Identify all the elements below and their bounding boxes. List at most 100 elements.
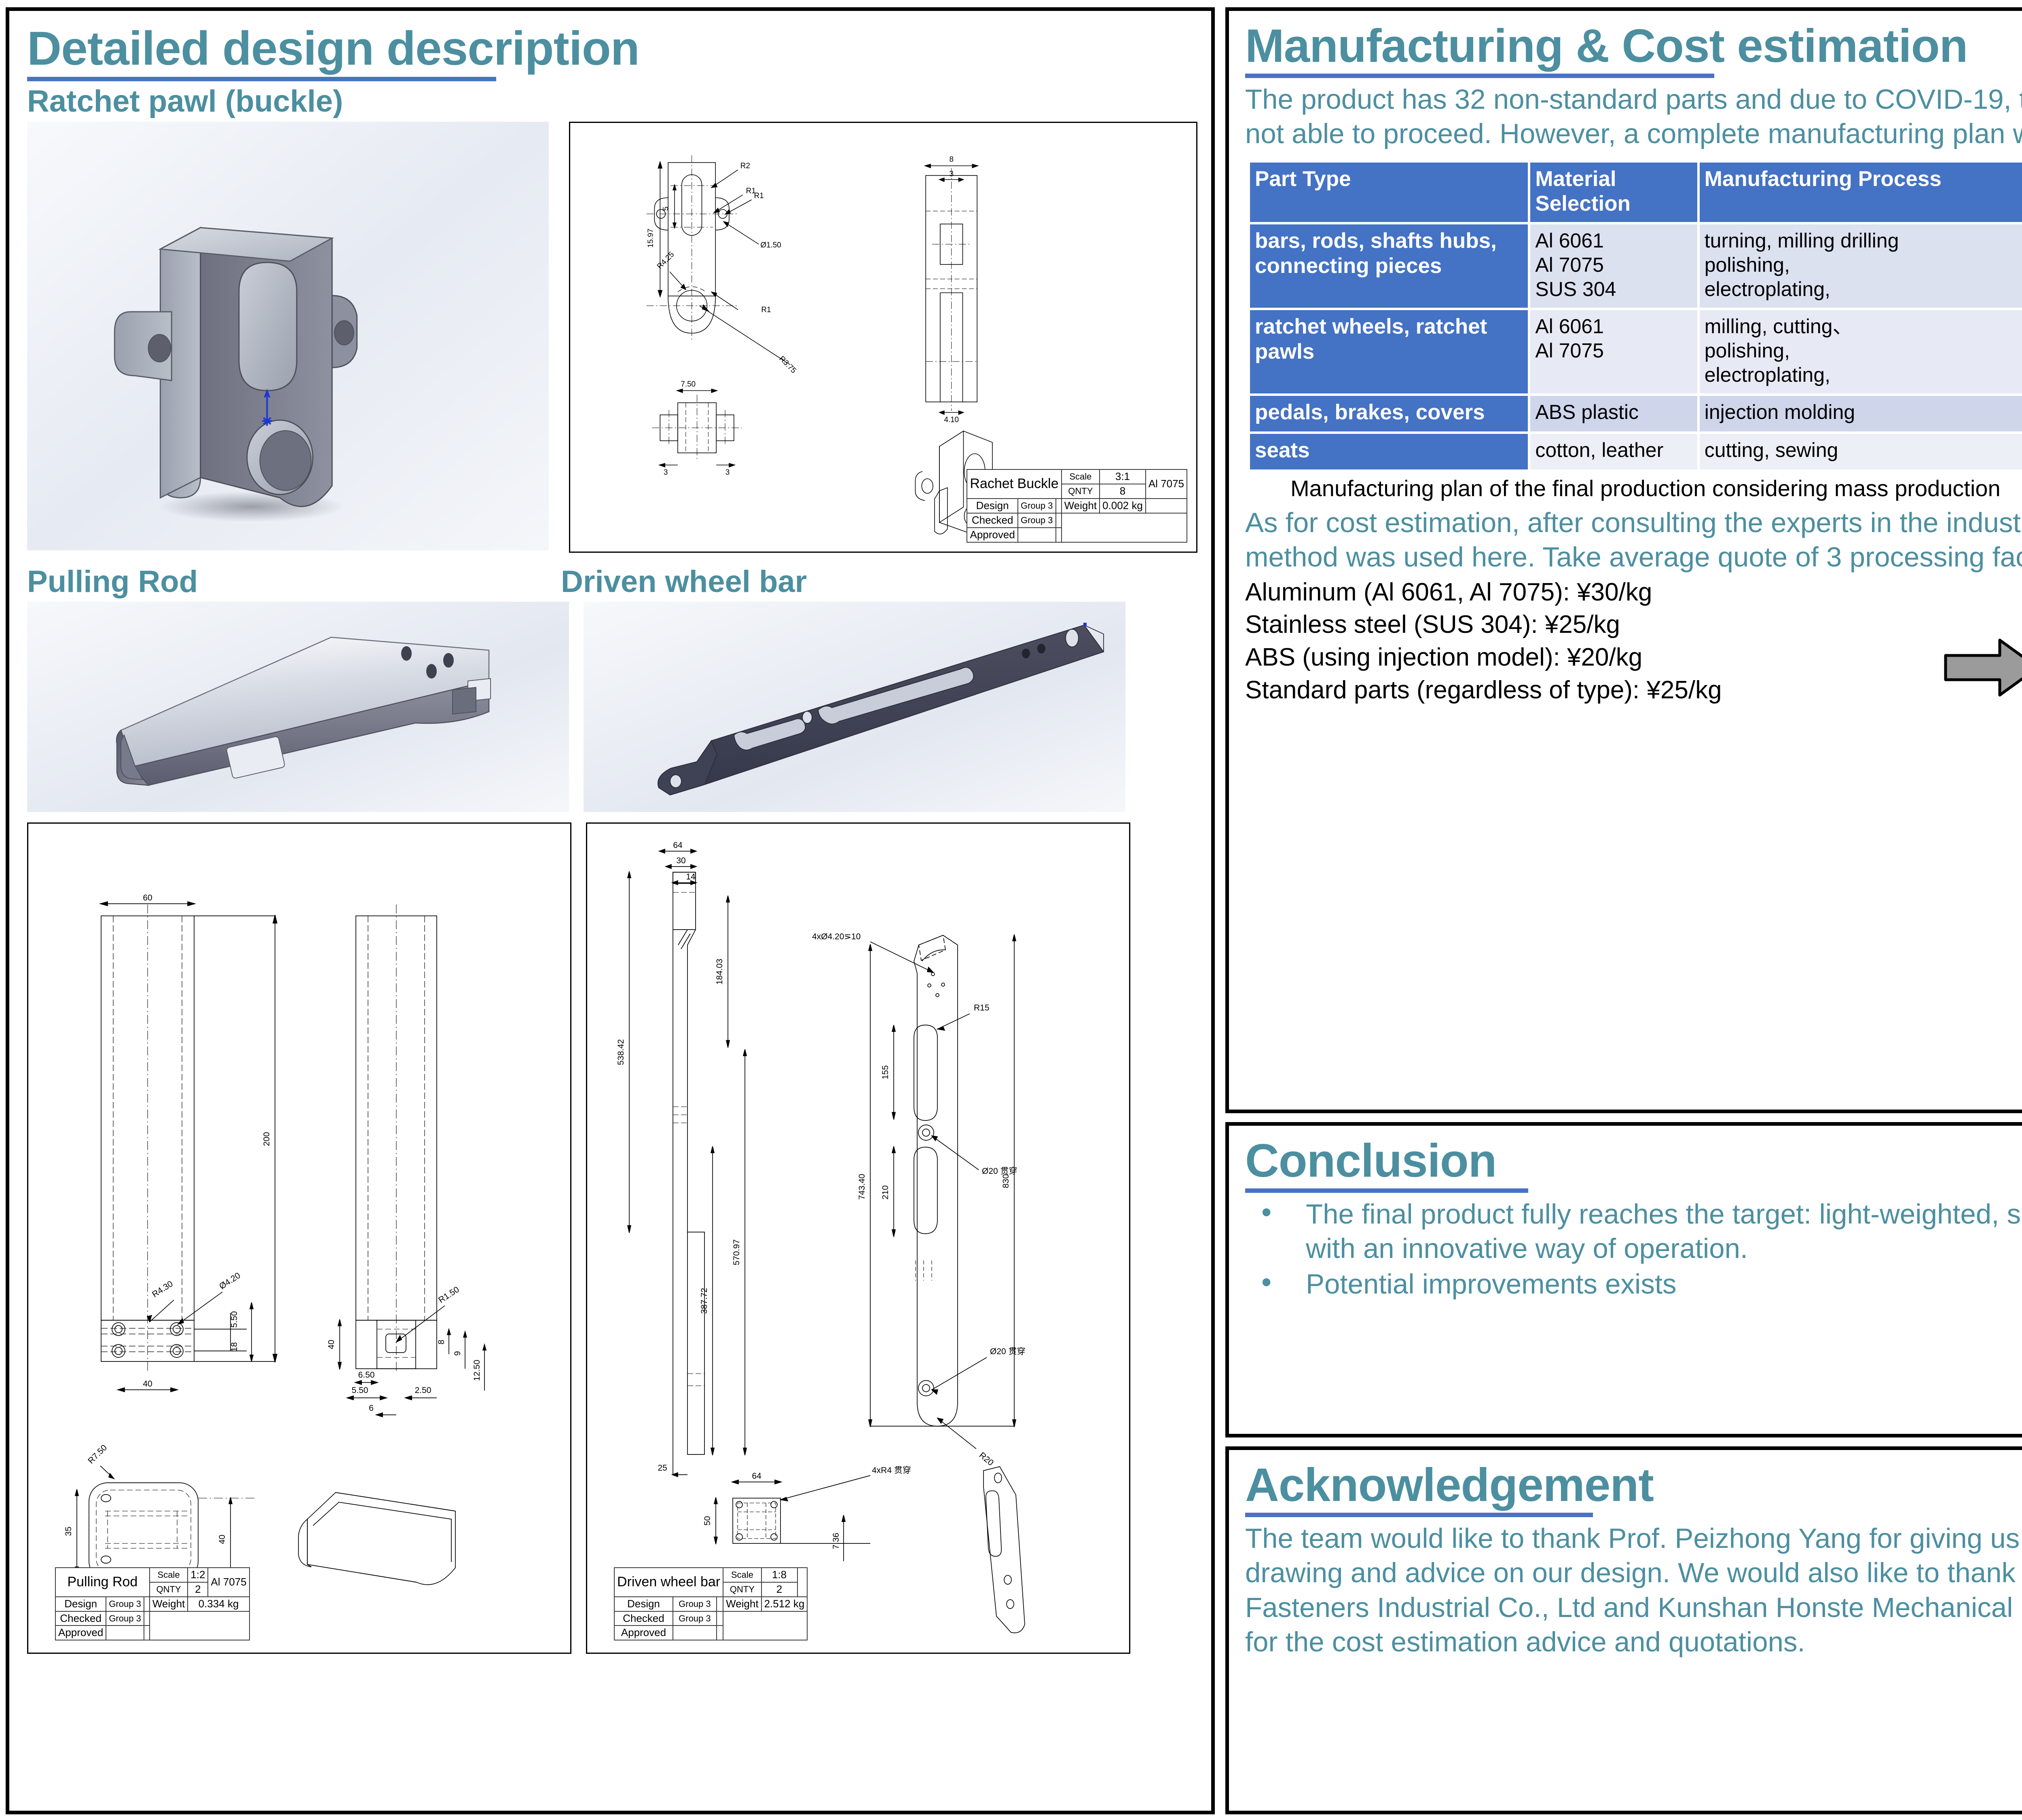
- titleblock-approved-value: [1017, 527, 1056, 543]
- svg-text:538.42: 538.42: [616, 1039, 626, 1065]
- titleblock-design-label: Design: [55, 1596, 107, 1612]
- cost-breakdown-wrap: Aluminum (Al 6061, Al 7075): ¥30/kg Stai…: [1245, 576, 2022, 706]
- column-header-part-type: Part Type: [1250, 162, 1528, 222]
- cell-process: injection molding: [1699, 395, 2022, 431]
- page-title-acknowledgement: Acknowledgement: [1245, 1459, 1654, 1511]
- titleblock-scale-value: 3:1: [1099, 469, 1146, 484]
- svg-text:30: 30: [676, 856, 685, 865]
- svg-text:R2: R2: [740, 161, 750, 170]
- table-row: seats cotton, leather cutting, sewing se…: [1250, 433, 2022, 469]
- titleblock-scale-label: Scale: [149, 1567, 188, 1583]
- cell-process: milling, cutting、 polishing, electroplat…: [1699, 310, 2022, 393]
- titleblock-approved-label: Approved: [614, 1625, 673, 1641]
- titleblock-driven-wheel-bar: Driven wheel bar Scale 1:8 QNTY 2 Design…: [613, 1567, 808, 1641]
- panel-detailed-design: Detailed design description Ratchet pawl…: [6, 7, 1215, 1814]
- svg-text:R3.75: R3.75: [777, 354, 797, 375]
- table-row: bars, rods, shafts hubs, connecting piec…: [1250, 224, 2022, 308]
- cost-line-abs: ABS (using injection model): ¥20/kg: [1245, 643, 1643, 671]
- svg-text:9: 9: [453, 1351, 462, 1356]
- titleblock-qnty-value: 2: [187, 1581, 209, 1597]
- svg-text:4xØ4.20⋝10: 4xØ4.20⋝10: [812, 932, 861, 941]
- titleblock-checked-spare: [143, 1611, 150, 1626]
- table-caption: Manufacturing plan of the final producti…: [1290, 475, 2001, 501]
- list-item: The final product fully reaches the targ…: [1245, 1194, 2022, 1266]
- titleblock-checked-value: Group 3: [106, 1611, 144, 1626]
- svg-text:387.72: 387.72: [700, 1288, 709, 1314]
- svg-text:64: 64: [673, 841, 683, 850]
- titleblock-design-value: Group 3: [106, 1596, 144, 1612]
- svg-text:R20: R20: [977, 1451, 995, 1468]
- table-row: ratchet wheels, ratchet pawls Al 6061 Al…: [1250, 310, 2022, 393]
- svg-text:35: 35: [64, 1527, 73, 1536]
- svg-text:40: 40: [327, 1340, 336, 1349]
- svg-text:155: 155: [881, 1065, 890, 1080]
- drawing-sheet-pulling-rod: 60 200 40 Ø4.20 R4.30 5.50 18 40 6.50 5.…: [27, 822, 571, 1654]
- svg-text:8: 8: [949, 155, 953, 163]
- row-part-titles: Pulling Rod Driven wheel bar: [27, 565, 1197, 602]
- cost-line-standard-parts: Standard parts (regardless of type): ¥25…: [1245, 676, 1722, 704]
- titleblock-weight-spare: [1145, 498, 1188, 514]
- acknowledgement-content: Acknowledgement The team would like to t…: [1229, 1450, 2022, 1665]
- titleblock-notes-area: [1061, 512, 1188, 543]
- titleblock-checked-value: Group 3: [1017, 512, 1056, 528]
- svg-text:5.50: 5.50: [230, 1311, 239, 1328]
- svg-text:Ø4.20: Ø4.20: [218, 1271, 242, 1291]
- svg-text:Ø20 贯穿: Ø20 贯穿: [982, 1167, 1017, 1176]
- cell-part-type: seats: [1250, 433, 1528, 469]
- cell-part-type: pedals, brakes, covers: [1250, 395, 1528, 431]
- titleblock-qnty-label: QNTY: [149, 1581, 188, 1597]
- titleblock-design-label: Design: [967, 498, 1018, 514]
- titleblock-design-label: Design: [614, 1596, 673, 1612]
- title-underline-rule-acknowledgement: [1245, 1512, 1593, 1517]
- titleblock-checked-label: Checked: [614, 1611, 673, 1626]
- conclusion-content: Conclusion The final product fully reach…: [1229, 1126, 2022, 1308]
- manufacturing-plan-table: Part Type Material Selection Manufacturi…: [1248, 160, 2022, 472]
- titleblock-weight-label: Weight: [149, 1596, 188, 1612]
- titleblock-design-value: Group 3: [1017, 498, 1056, 514]
- svg-text:184.03: 184.03: [715, 959, 724, 985]
- titleblock-approved-value: [672, 1625, 717, 1641]
- render-ratchet-pawl: [27, 121, 549, 550]
- svg-text:Ø1.50: Ø1.50: [760, 241, 781, 249]
- column-header-material-selection: Material Selection: [1530, 162, 1697, 222]
- svg-text:5: 5: [662, 206, 670, 211]
- drawing-sheet-ratchet-buckle: 15.97 5 R2 R1 R1 Ø1.50 R4.25 R1 R3.75 7.…: [569, 121, 1197, 553]
- page-title-detailed-design: Detailed design description: [27, 22, 640, 75]
- svg-text:R15: R15: [974, 1003, 990, 1013]
- svg-text:50: 50: [703, 1516, 712, 1526]
- svg-text:18: 18: [230, 1342, 239, 1352]
- svg-text:3: 3: [725, 468, 730, 476]
- titleblock-weight-label: Weight: [723, 1596, 762, 1612]
- cell-process: cutting, sewing: [1699, 433, 2022, 469]
- svg-text:3: 3: [949, 169, 953, 178]
- titleblock-qnty-value: 2: [761, 1581, 798, 1597]
- cost-estimation-intro: As for cost estimation, after consulting…: [1245, 507, 2022, 573]
- titleblock-scale-value: 1:8: [761, 1567, 798, 1583]
- column-header-manufacturing-process: Manufacturing Process: [1699, 162, 2022, 222]
- svg-text:15.97: 15.97: [646, 228, 655, 247]
- svg-text:4.10: 4.10: [944, 415, 959, 424]
- page-title-conclusion: Conclusion: [1245, 1134, 1497, 1187]
- titleblock-approved-label: Approved: [55, 1625, 107, 1641]
- svg-text:2.50: 2.50: [415, 1386, 431, 1395]
- svg-text:R1.50: R1.50: [437, 1285, 461, 1305]
- cell-material: Al 6061 Al 7075 SUS 304: [1530, 224, 1697, 308]
- titleblock-design-value: Group 3: [672, 1596, 717, 1612]
- svg-text:8: 8: [437, 1340, 446, 1344]
- cost-line-stainless-steel: Stainless steel (SUS 304): ¥25/kg: [1245, 611, 1620, 639]
- titleblock-qnty-value: 8: [1099, 483, 1146, 499]
- cell-material: Al 6061 Al 7075: [1530, 310, 1697, 393]
- cell-part-type: bars, rods, shafts hubs, connecting piec…: [1250, 224, 1528, 308]
- titleblock-weight-label: Weight: [1061, 498, 1100, 514]
- part-title-driven-wheel-bar: Driven wheel bar: [561, 564, 807, 599]
- acknowledgement-text: The team would like to thank Prof. Peizh…: [1245, 1522, 2022, 1658]
- panel-acknowledgement: Acknowledgement The team would like to t…: [1225, 1446, 2022, 1814]
- svg-text:12.50: 12.50: [472, 1360, 482, 1381]
- cost-line-aluminum: Aluminum (Al 6061, Al 7075): ¥30/kg: [1245, 578, 1652, 606]
- cost-lines-list: Aluminum (Al 6061, Al 7075): ¥30/kg Stai…: [1245, 576, 1933, 706]
- list-item: Potential improvements exists: [1245, 1264, 2022, 1302]
- titleblock-weight-value: 0.334 kg: [187, 1596, 250, 1612]
- titleblock-pulling-rod: Pulling Rod Scale 1:2 Al 7075 QNTY 2 Des…: [55, 1567, 250, 1641]
- title-underline-rule-manufacturing: [1245, 73, 1714, 78]
- title-underline-rule: [27, 76, 496, 81]
